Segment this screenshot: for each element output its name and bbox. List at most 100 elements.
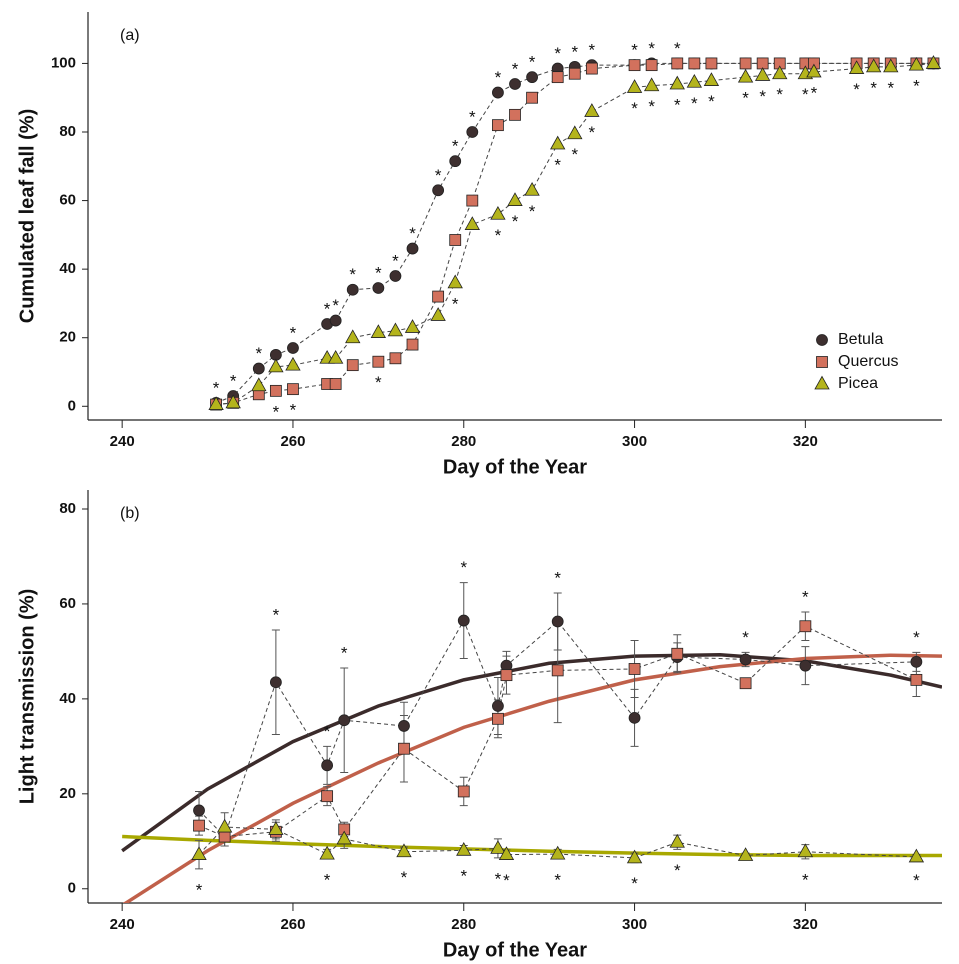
marker xyxy=(447,274,463,289)
significance-mark: * xyxy=(674,861,681,880)
x-tick-label: 260 xyxy=(280,916,305,933)
y-tick-label: 0 xyxy=(68,880,76,897)
legend-marker xyxy=(816,334,828,346)
significance-mark: * xyxy=(674,95,681,114)
marker xyxy=(456,841,472,856)
marker xyxy=(329,314,342,327)
series-line xyxy=(215,62,934,404)
significance-mark: * xyxy=(811,83,818,102)
marker xyxy=(551,664,564,677)
marker xyxy=(908,56,925,71)
marker xyxy=(287,383,299,396)
marker xyxy=(585,62,598,75)
marker xyxy=(628,59,641,72)
marker xyxy=(251,377,267,392)
significance-mark: * xyxy=(375,373,382,392)
marker xyxy=(925,55,942,69)
marker xyxy=(432,290,445,303)
marker xyxy=(457,614,470,627)
significance-mark: * xyxy=(452,137,459,156)
legend-marker xyxy=(816,356,828,368)
marker xyxy=(268,358,284,373)
x-tick-label: 320 xyxy=(793,916,818,933)
fit-curve xyxy=(121,652,942,853)
significance-mark: * xyxy=(503,871,510,890)
significance-mark: * xyxy=(913,628,920,647)
significance-mark: * xyxy=(375,263,382,282)
marker xyxy=(208,396,224,410)
significance-mark: * xyxy=(802,870,809,889)
y-tick-label: 0 xyxy=(68,397,76,414)
marker xyxy=(643,77,660,92)
significance-mark: * xyxy=(571,145,578,164)
marker xyxy=(216,818,233,833)
x-tick-label: 300 xyxy=(622,916,647,933)
significance-mark: * xyxy=(435,166,442,185)
marker xyxy=(269,676,282,689)
marker xyxy=(406,338,419,351)
marker xyxy=(218,830,231,843)
marker xyxy=(628,711,641,724)
marker xyxy=(336,830,352,845)
marker xyxy=(466,126,479,138)
marker xyxy=(191,846,207,860)
y-tick-label: 80 xyxy=(59,123,76,140)
significance-mark: * xyxy=(708,92,715,111)
significance-mark: * xyxy=(290,401,297,420)
significance-mark: * xyxy=(349,265,356,284)
marker xyxy=(389,270,402,282)
marker xyxy=(806,63,822,78)
marker xyxy=(626,849,643,864)
significance-mark: * xyxy=(324,299,331,318)
x-tick-label: 320 xyxy=(793,433,818,450)
marker xyxy=(551,615,564,628)
x-tick-label: 240 xyxy=(110,916,135,933)
marker xyxy=(584,103,600,117)
series-line xyxy=(198,625,917,838)
marker xyxy=(387,322,404,337)
marker xyxy=(509,108,521,121)
marker xyxy=(285,356,301,371)
marker xyxy=(671,57,684,70)
marker xyxy=(346,359,359,372)
significance-mark: * xyxy=(589,41,596,60)
y-tick-label: 20 xyxy=(59,785,76,802)
y-tick-label: 80 xyxy=(59,500,76,517)
marker xyxy=(509,78,521,90)
marker xyxy=(703,72,720,86)
significance-mark: * xyxy=(853,80,860,99)
significance-mark: * xyxy=(469,107,476,126)
marker xyxy=(669,75,685,90)
significance-mark: * xyxy=(759,87,766,106)
fit-curve xyxy=(122,653,942,903)
marker xyxy=(551,71,564,84)
marker xyxy=(526,71,538,84)
marker xyxy=(739,653,752,666)
x-tick-label: 300 xyxy=(622,433,647,450)
significance-mark: * xyxy=(776,85,783,104)
marker xyxy=(398,720,410,732)
significance-mark: * xyxy=(802,85,809,104)
x-tick-label: 240 xyxy=(110,433,135,450)
marker xyxy=(739,57,752,70)
marker xyxy=(327,349,344,364)
marker xyxy=(686,73,703,88)
significance-mark: * xyxy=(392,251,399,270)
significance-mark: * xyxy=(742,628,749,647)
marker xyxy=(490,205,506,220)
significance-mark: * xyxy=(324,722,331,741)
plot-area xyxy=(208,55,942,411)
significance-mark: * xyxy=(691,94,698,113)
significance-mark: * xyxy=(495,869,502,888)
marker xyxy=(321,759,334,772)
y-tick-label: 40 xyxy=(59,260,76,277)
panel-label: (a) xyxy=(120,27,140,44)
marker xyxy=(848,60,865,74)
significance-mark: * xyxy=(495,68,502,87)
significance-mark: * xyxy=(631,99,638,118)
significance-mark: * xyxy=(554,568,561,587)
marker xyxy=(910,673,923,686)
significance-mark: * xyxy=(674,39,681,58)
significance-mark: * xyxy=(401,868,408,887)
marker xyxy=(500,669,513,682)
